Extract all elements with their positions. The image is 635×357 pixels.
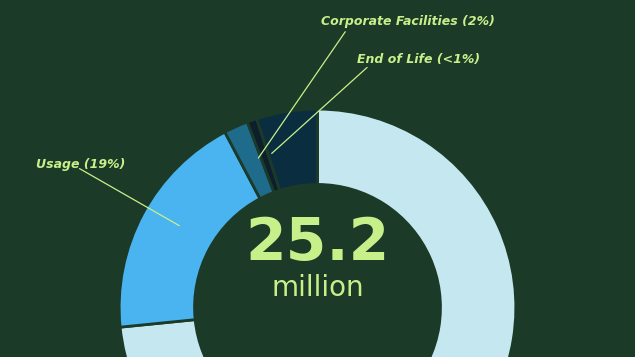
Text: Usage (19%): Usage (19%) (36, 158, 125, 171)
Wedge shape (257, 109, 318, 190)
Text: 25.2: 25.2 (245, 216, 390, 272)
Text: million: million (271, 273, 364, 302)
Text: End of Life (<1%): End of Life (<1%) (357, 53, 480, 66)
Text: Corporate Facilities (2%): Corporate Facilities (2%) (321, 15, 495, 28)
Wedge shape (248, 119, 280, 192)
Wedge shape (120, 109, 516, 357)
Wedge shape (225, 122, 274, 199)
Wedge shape (119, 132, 260, 327)
